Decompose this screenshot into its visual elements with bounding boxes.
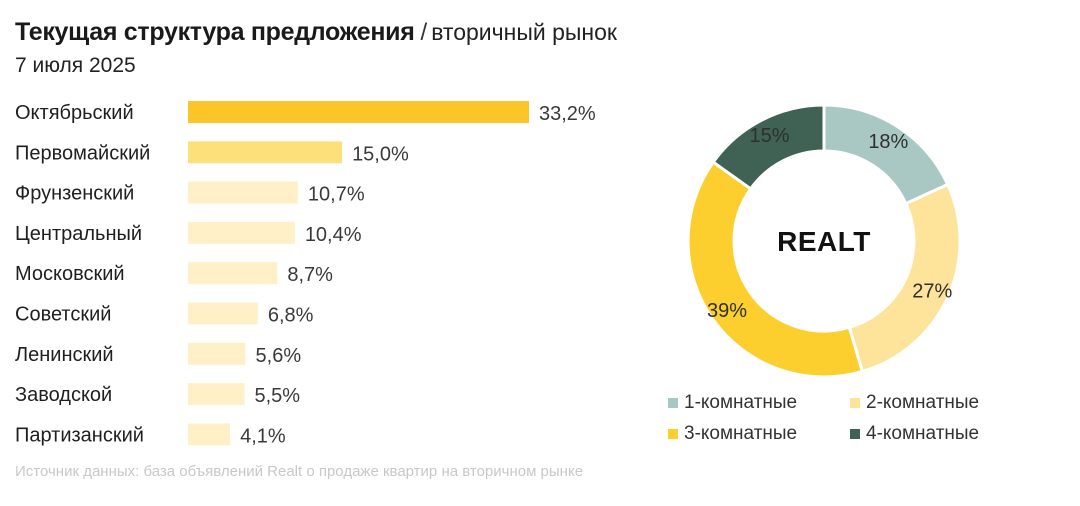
- district-bar-chart: Октябрьский 33,2% Первомайский 15,0% Фрунзен…: [15, 101, 596, 447]
- category-label: Октябрьский: [15, 102, 134, 124]
- bar: [188, 141, 343, 164]
- chart-header: Текущая структура предложения / вторичный …: [15, 16, 617, 78]
- legend-item-2-room: 2-комнатные: [850, 392, 979, 414]
- value-label: 33,2%: [539, 103, 596, 125]
- value-label: 15,0%: [352, 143, 409, 165]
- category-label: Центральный: [15, 223, 142, 245]
- slice-label: 18%: [868, 131, 908, 153]
- title-separator: /: [420, 19, 428, 46]
- value-label: 10,4%: [305, 224, 362, 246]
- legend-item-1-room: 1-комнатные: [668, 392, 797, 414]
- bar: [188, 181, 298, 204]
- slice-label: 15%: [749, 125, 789, 147]
- value-label: 8,7%: [287, 264, 333, 286]
- source-footnote: Источник данных: база объявлений Realt о…: [15, 463, 584, 480]
- value-label: 5,5%: [254, 385, 300, 407]
- category-label: Первомайский: [15, 142, 150, 164]
- bar: [188, 383, 245, 406]
- value-label: 5,6%: [256, 345, 302, 367]
- bar: [188, 302, 258, 325]
- donut-slice: [686, 160, 865, 379]
- bar: [188, 221, 295, 244]
- donut-slice: [822, 103, 950, 206]
- bar: [188, 342, 246, 365]
- legend-swatch: [668, 398, 678, 408]
- legend-label: 1-комнатные: [684, 392, 798, 413]
- bar-row: Фрунзенский 10,7%: [15, 181, 365, 206]
- legend-swatch: [850, 429, 860, 439]
- title-line: Текущая структура предложения / вторичный …: [15, 16, 617, 52]
- bar: [188, 262, 278, 285]
- donut-slice: [847, 182, 962, 374]
- category-label: Ленинский: [15, 344, 114, 366]
- category-label: Московский: [15, 263, 125, 285]
- value-label: 6,8%: [268, 305, 314, 327]
- legend-label: 4-комнатные: [866, 423, 980, 444]
- bar-row: Октябрьский 33,2%: [15, 101, 596, 125]
- donut-slice: [711, 103, 826, 191]
- bar-row: Ленинский 5,6%: [15, 342, 302, 367]
- bar-row: Заводской 5,5%: [15, 383, 300, 407]
- chart-title: Текущая структура предложения: [15, 18, 415, 46]
- category-label: Фрунзенский: [15, 183, 134, 205]
- bar-row: Первомайский 15,0%: [15, 141, 409, 165]
- legend-label: 2-комнатные: [866, 392, 980, 413]
- slice-label: 27%: [912, 280, 952, 302]
- bar-row: Центральный 10,4%: [15, 221, 362, 246]
- legend-label: 3-комнатные: [684, 423, 798, 444]
- value-label: 4,1%: [240, 425, 286, 447]
- bar-row: Партизанский 4,1%: [15, 423, 286, 447]
- realt-logo: REALT: [777, 226, 871, 257]
- legend-swatch: [668, 429, 678, 439]
- chart-subtitle: вторичный рынок: [431, 19, 617, 45]
- legend-item-3-room: 3-комнатные: [668, 423, 797, 445]
- category-label: Советский: [15, 304, 111, 326]
- slice-label: 39%: [707, 300, 747, 322]
- value-label: 10,7%: [308, 184, 365, 206]
- category-label: Заводской: [15, 384, 112, 406]
- bar: [188, 423, 231, 446]
- legend-item-4-room: 4-комнатные: [850, 423, 979, 445]
- bar-row: Советский 6,8%: [15, 302, 314, 327]
- rooms-donut-chart: 18% 27% 39% 15% REALT: [686, 103, 962, 379]
- bar: [188, 101, 529, 123]
- chart-date: 7 июля 2025: [15, 54, 136, 77]
- legend-swatch: [850, 398, 860, 408]
- category-label: Партизанский: [15, 424, 144, 446]
- bar-row: Московский 8,7%: [15, 262, 333, 286]
